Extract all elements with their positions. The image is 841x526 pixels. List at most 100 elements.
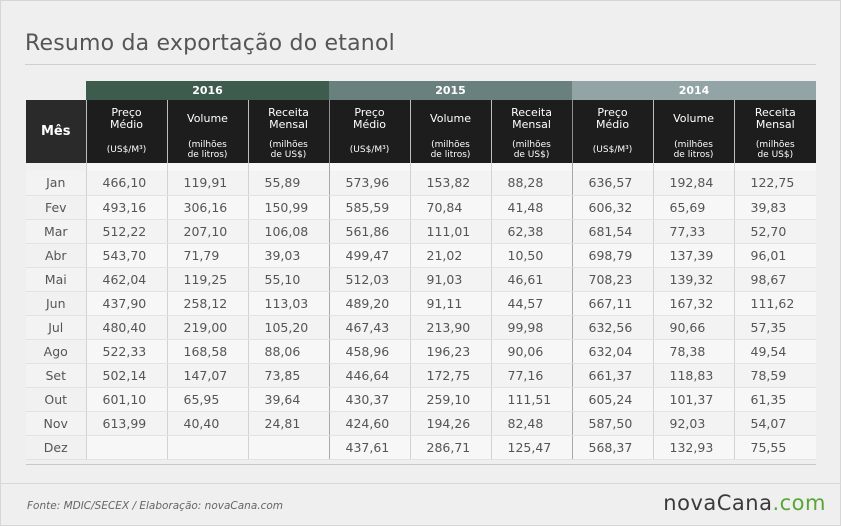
- value-cell: 499,47: [328, 243, 411, 268]
- unit-label: (milhões: [431, 140, 470, 150]
- value-cell: 125,47: [490, 435, 573, 460]
- column-title: Preço: [597, 105, 628, 119]
- value-cell: 55,10: [247, 267, 330, 292]
- month-cell: Set: [26, 363, 86, 388]
- value-cell: 65,95: [166, 387, 248, 412]
- value-cell: 91,03: [409, 267, 492, 292]
- column-title: Volume: [187, 111, 228, 125]
- column-title: Volume: [430, 111, 471, 125]
- table-row: Mai 462,04 119,25 55,10 512,03 91,03 46,61 708,…: [26, 267, 817, 292]
- value-cell: 467,43: [328, 315, 411, 340]
- value-cell: 512,22: [85, 219, 167, 244]
- value-cell: 39,03: [247, 243, 330, 268]
- column-title: Volume: [673, 111, 714, 125]
- value-cell: 613,99: [85, 411, 167, 436]
- value-cell: 88,28: [490, 171, 573, 196]
- value-cell: 71,79: [166, 243, 248, 268]
- table-row: Fev 493,16 306,16 150,99 585,59 70,84 41,48 606…: [26, 195, 817, 220]
- value-cell: 424,60: [328, 411, 411, 436]
- month-cell: Jan: [26, 171, 86, 196]
- value-cell: 10,50: [490, 243, 573, 268]
- value-cell: 113,03: [247, 291, 330, 316]
- value-cell: 24,81: [247, 411, 330, 436]
- month-cell: Ago: [26, 339, 86, 364]
- logo-tld: com: [779, 491, 826, 515]
- unit-label-line2: de US$): [757, 150, 794, 160]
- table-row: Jun 437,90 258,12 113,03 489,20 91,11 44,57 667…: [26, 291, 817, 316]
- value-cell: 587,50: [571, 411, 654, 436]
- value-cell: 75,55: [733, 435, 817, 460]
- column-title-line2: Mensal: [755, 117, 795, 131]
- month-cell: Mar: [26, 219, 86, 244]
- value-cell: 70,84: [409, 195, 492, 220]
- value-cell: 65,69: [652, 195, 735, 220]
- unit-label-line2: de litros): [430, 150, 471, 160]
- value-cell: 92,03: [652, 411, 735, 436]
- value-cell: 437,90: [85, 291, 167, 316]
- export-table: 2016 2015 2014 Mês Preço Médio Volume Recei…: [26, 81, 817, 460]
- value-cell: 568,37: [571, 435, 654, 460]
- value-cell: 458,96: [328, 339, 411, 364]
- month-cell: Jun: [26, 291, 86, 316]
- value-cell: 119,25: [166, 267, 248, 292]
- value-cell: 543,70: [85, 243, 167, 268]
- value-cell: 139,32: [652, 267, 735, 292]
- column-unit-0-2: (milhões de US$): [247, 137, 330, 163]
- table-row: Dez 437,61 286,71 125,47 568,37 132,93 75,55: [26, 435, 817, 460]
- table-row: Abr 543,70 71,79 39,03 499,47 21,02 10,50 698,7…: [26, 243, 817, 268]
- value-cell: 90,66: [652, 315, 735, 340]
- title-divider: [25, 64, 816, 65]
- unit-label: (US$/M³): [349, 145, 390, 155]
- month-cell: Nov: [26, 411, 86, 436]
- value-cell: [247, 435, 330, 460]
- value-cell: 46,61: [490, 267, 573, 292]
- table-row: Out 601,10 65,95 39,64 430,37 259,10 111,51 605…: [26, 387, 817, 412]
- value-cell: 168,58: [166, 339, 248, 364]
- value-cell: 147,07: [166, 363, 248, 388]
- column-title-line2: Mensal: [512, 117, 551, 131]
- value-cell: [166, 435, 248, 460]
- value-cell: 512,03: [328, 267, 411, 292]
- value-cell: 489,20: [328, 291, 411, 316]
- value-cell: 78,38: [652, 339, 735, 364]
- value-cell: 286,71: [409, 435, 492, 460]
- column-header-0-0: Preço Médio: [85, 100, 167, 137]
- unit-label: (US$/M³): [106, 145, 147, 155]
- column-header-0-2: Receita Mensal: [247, 100, 330, 137]
- value-cell: 462,04: [85, 267, 167, 292]
- value-cell: 118,83: [652, 363, 735, 388]
- logo-text: novaCana: [663, 491, 773, 515]
- year-2016-header: 2016: [86, 81, 330, 100]
- month-cell: Jul: [26, 315, 86, 340]
- column-unit-1-2: (milhões de US$): [490, 137, 573, 163]
- source-note: Fonte: MDIC/SECEX / Elaboração: novaCana…: [27, 500, 284, 512]
- value-cell: 207,10: [166, 219, 248, 244]
- unit-label-line2: de litros): [673, 150, 714, 160]
- value-cell: 62,38: [490, 219, 573, 244]
- value-cell: 82,48: [490, 411, 573, 436]
- value-cell: 150,99: [247, 195, 330, 220]
- column-header-2-2: Receita Mensal: [733, 100, 817, 137]
- column-title: Preço: [111, 105, 142, 119]
- unit-label-line2: de litros): [187, 150, 228, 160]
- unit-label: (US$/M³): [592, 145, 633, 155]
- value-cell: 606,32: [571, 195, 654, 220]
- value-cell: 40,40: [166, 411, 248, 436]
- unit-label: (milhões: [512, 140, 551, 150]
- month-cell: Out: [26, 387, 86, 412]
- logo-dot: .: [772, 491, 780, 515]
- unit-label-line2: de US$): [513, 150, 550, 160]
- column-title: Receita: [754, 105, 796, 119]
- value-cell: 52,70: [733, 219, 817, 244]
- value-cell: 111,01: [409, 219, 492, 244]
- table-row: Mar 512,22 207,10 106,08 561,86 111,01 62,38 68…: [26, 219, 817, 244]
- value-cell: 77,33: [652, 219, 735, 244]
- column-unit-2-0: (US$/M³): [571, 137, 654, 163]
- value-cell: 446,64: [328, 363, 411, 388]
- value-cell: 73,85: [247, 363, 330, 388]
- value-cell: 99,98: [490, 315, 573, 340]
- unit-header-row: (US$/M³) (milhões de litros) (milhões de US$…: [26, 137, 817, 163]
- value-cell: 44,57: [490, 291, 573, 316]
- value-cell: 466,10: [85, 171, 167, 196]
- column-unit-1-1: (milhões de litros): [409, 137, 492, 163]
